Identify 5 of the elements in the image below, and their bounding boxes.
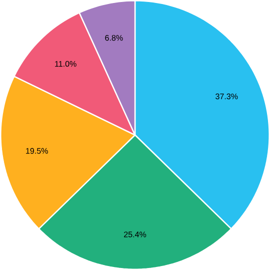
data-label: 19.5%	[26, 148, 48, 154]
data-label: 6.8%	[105, 35, 123, 41]
data-label: 25.4%	[124, 232, 146, 238]
data-label: 11.0%	[55, 60, 76, 67]
data-label: 37.3%	[216, 94, 238, 100]
